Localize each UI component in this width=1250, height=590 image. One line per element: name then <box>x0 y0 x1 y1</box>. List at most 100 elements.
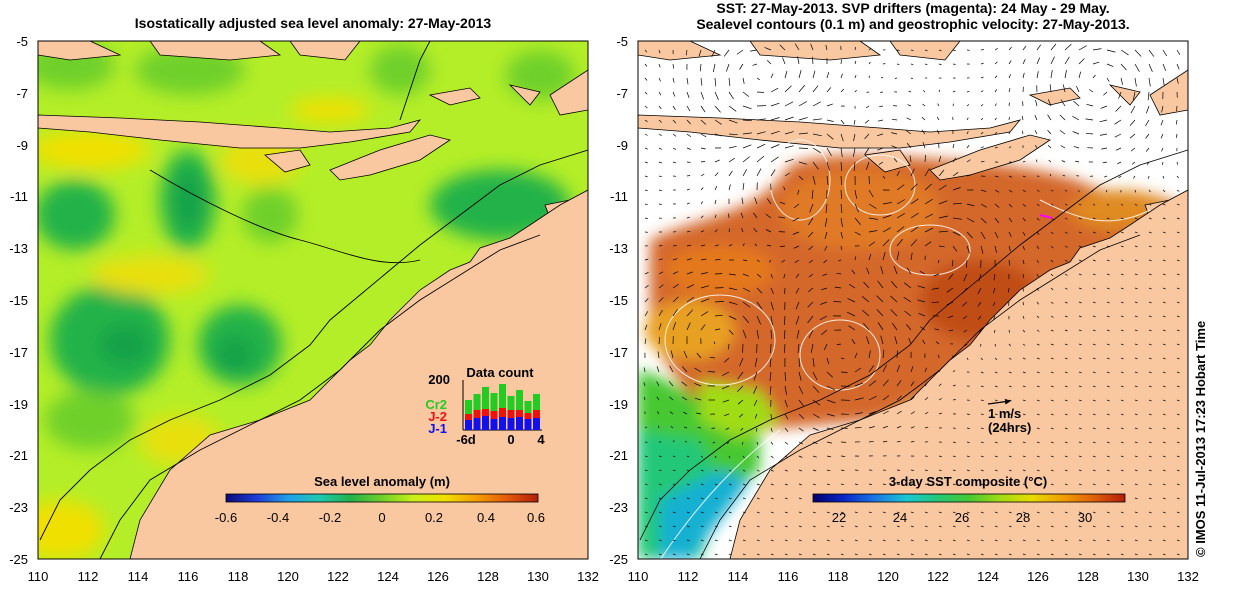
velocity-arrow <box>1120 49 1129 56</box>
velocity-arrow <box>840 469 845 471</box>
velocity-arrow <box>1022 553 1026 556</box>
velocity-arrow <box>1092 357 1096 360</box>
velocity-arrow <box>1161 147 1164 152</box>
velocity-arrow <box>868 525 872 528</box>
velocity-arrow <box>1134 231 1138 234</box>
sst-colorbar-title: 3-day SST composite (°C) <box>889 474 1047 489</box>
velocity-arrow <box>931 287 940 290</box>
velocity-arrow <box>1148 175 1150 179</box>
velocity-arrow <box>728 133 738 136</box>
velocity-arrow <box>739 413 744 418</box>
velocity-arrow <box>1064 371 1068 374</box>
velocity-arrow <box>952 90 956 93</box>
velocity-arrow <box>1008 539 1012 542</box>
velocity-arrow <box>1064 189 1068 192</box>
velocity-arrow <box>819 315 828 321</box>
velocity-arrow <box>1078 231 1082 234</box>
velocity-arrow <box>812 399 821 406</box>
velocity-arrow <box>644 119 648 123</box>
velocity-arrow <box>686 105 691 112</box>
lat-tick-label: -21 <box>609 448 628 463</box>
velocity-arrow <box>658 497 662 500</box>
velocity-arrow <box>966 117 969 121</box>
velocity-arrow <box>1162 553 1166 556</box>
velocity-arrow <box>753 371 758 381</box>
velocity-arrow <box>812 371 818 381</box>
velocity-arrow <box>658 297 664 303</box>
velocity-arrow <box>714 229 718 233</box>
velocity-arrow <box>812 147 821 153</box>
velocity-arrow <box>700 553 704 556</box>
velocity-arrow <box>868 380 877 387</box>
velocity-arrow <box>937 129 940 135</box>
velocity-arrow <box>644 426 648 429</box>
lat-tick-label: -19 <box>609 397 628 412</box>
velocity-arrow <box>1120 77 1124 85</box>
velocity-arrow <box>1099 119 1108 123</box>
right-panel-title-line2: Sealevel contours (0.1 m) and geostrophi… <box>696 16 1129 32</box>
velocity-arrow <box>812 441 818 445</box>
velocity-arrow <box>756 441 759 445</box>
velocity-arrow <box>876 309 884 317</box>
velocity-arrow <box>854 367 862 373</box>
velocity-arrow <box>994 385 998 388</box>
velocity-arrow <box>1050 553 1054 556</box>
velocity-arrow <box>962 315 968 320</box>
lat-tick-label: -25 <box>9 552 28 567</box>
right-plot-frame <box>637 40 1189 560</box>
velocity-arrow <box>1120 385 1124 388</box>
velocity-arrow <box>948 273 954 280</box>
velocity-arrow <box>1134 441 1138 444</box>
velocity-arrow <box>891 145 898 149</box>
velocity-arrow <box>868 203 877 209</box>
lon-tick-label: 120 <box>277 569 299 584</box>
velocity-arrow <box>812 469 817 472</box>
velocity-arrow <box>1036 245 1040 250</box>
inset-bar-segment <box>507 418 515 430</box>
velocity-arrow <box>868 395 877 401</box>
velocity-arrow <box>686 258 692 261</box>
velocity-arrow <box>952 553 956 556</box>
velocity-arrow <box>840 553 844 556</box>
velocity-arrow <box>756 329 759 339</box>
velocity-arrow <box>669 411 674 415</box>
velocity-arrow <box>658 483 662 486</box>
velocity-arrow <box>1134 287 1138 290</box>
velocity-arrow <box>770 87 779 93</box>
velocity-arrow <box>754 357 758 367</box>
velocity-arrow <box>1050 525 1054 528</box>
velocity-arrow <box>906 267 912 275</box>
velocity-arrow <box>909 155 912 163</box>
velocity-arrow <box>686 202 690 205</box>
velocity-arrow <box>1050 259 1054 263</box>
velocity-arrow <box>1176 357 1180 360</box>
velocity-arrow <box>723 49 730 57</box>
velocity-arrow <box>847 311 856 317</box>
velocity-arrow <box>1105 189 1108 193</box>
velocity-arrow <box>670 426 674 429</box>
right-lon-axis: 110 112 114 116 118 120 122 124 126 128 … <box>628 569 1199 584</box>
velocity-arrow <box>797 189 800 195</box>
velocity-arrow <box>714 525 718 528</box>
velocity-arrow <box>938 469 942 472</box>
velocity-arrow <box>809 203 814 213</box>
velocity-arrow <box>868 440 874 443</box>
velocity-arrow <box>1050 315 1054 318</box>
velocity-arrow <box>866 267 870 275</box>
velocity-arrow <box>922 103 926 107</box>
sst-colorbar: 3-day SST composite (°C) 22 24 26 28 30 <box>812 474 1126 525</box>
lon-tick-label: 126 <box>1027 569 1049 584</box>
velocity-arrow <box>1022 385 1026 388</box>
velocity-arrow <box>952 157 957 163</box>
velocity-arrow <box>793 245 800 249</box>
velocity-arrow <box>686 455 690 458</box>
velocity-arrow <box>686 91 690 99</box>
velocity-arrow <box>1176 301 1180 304</box>
velocity-arrow <box>1134 49 1142 57</box>
velocity-arrow <box>1049 84 1052 93</box>
velocity-arrow <box>686 271 694 275</box>
velocity-arrow <box>686 147 691 150</box>
velocity-arrow <box>1148 301 1152 304</box>
velocity-arrow <box>919 270 926 275</box>
velocity-arrow <box>756 155 765 163</box>
